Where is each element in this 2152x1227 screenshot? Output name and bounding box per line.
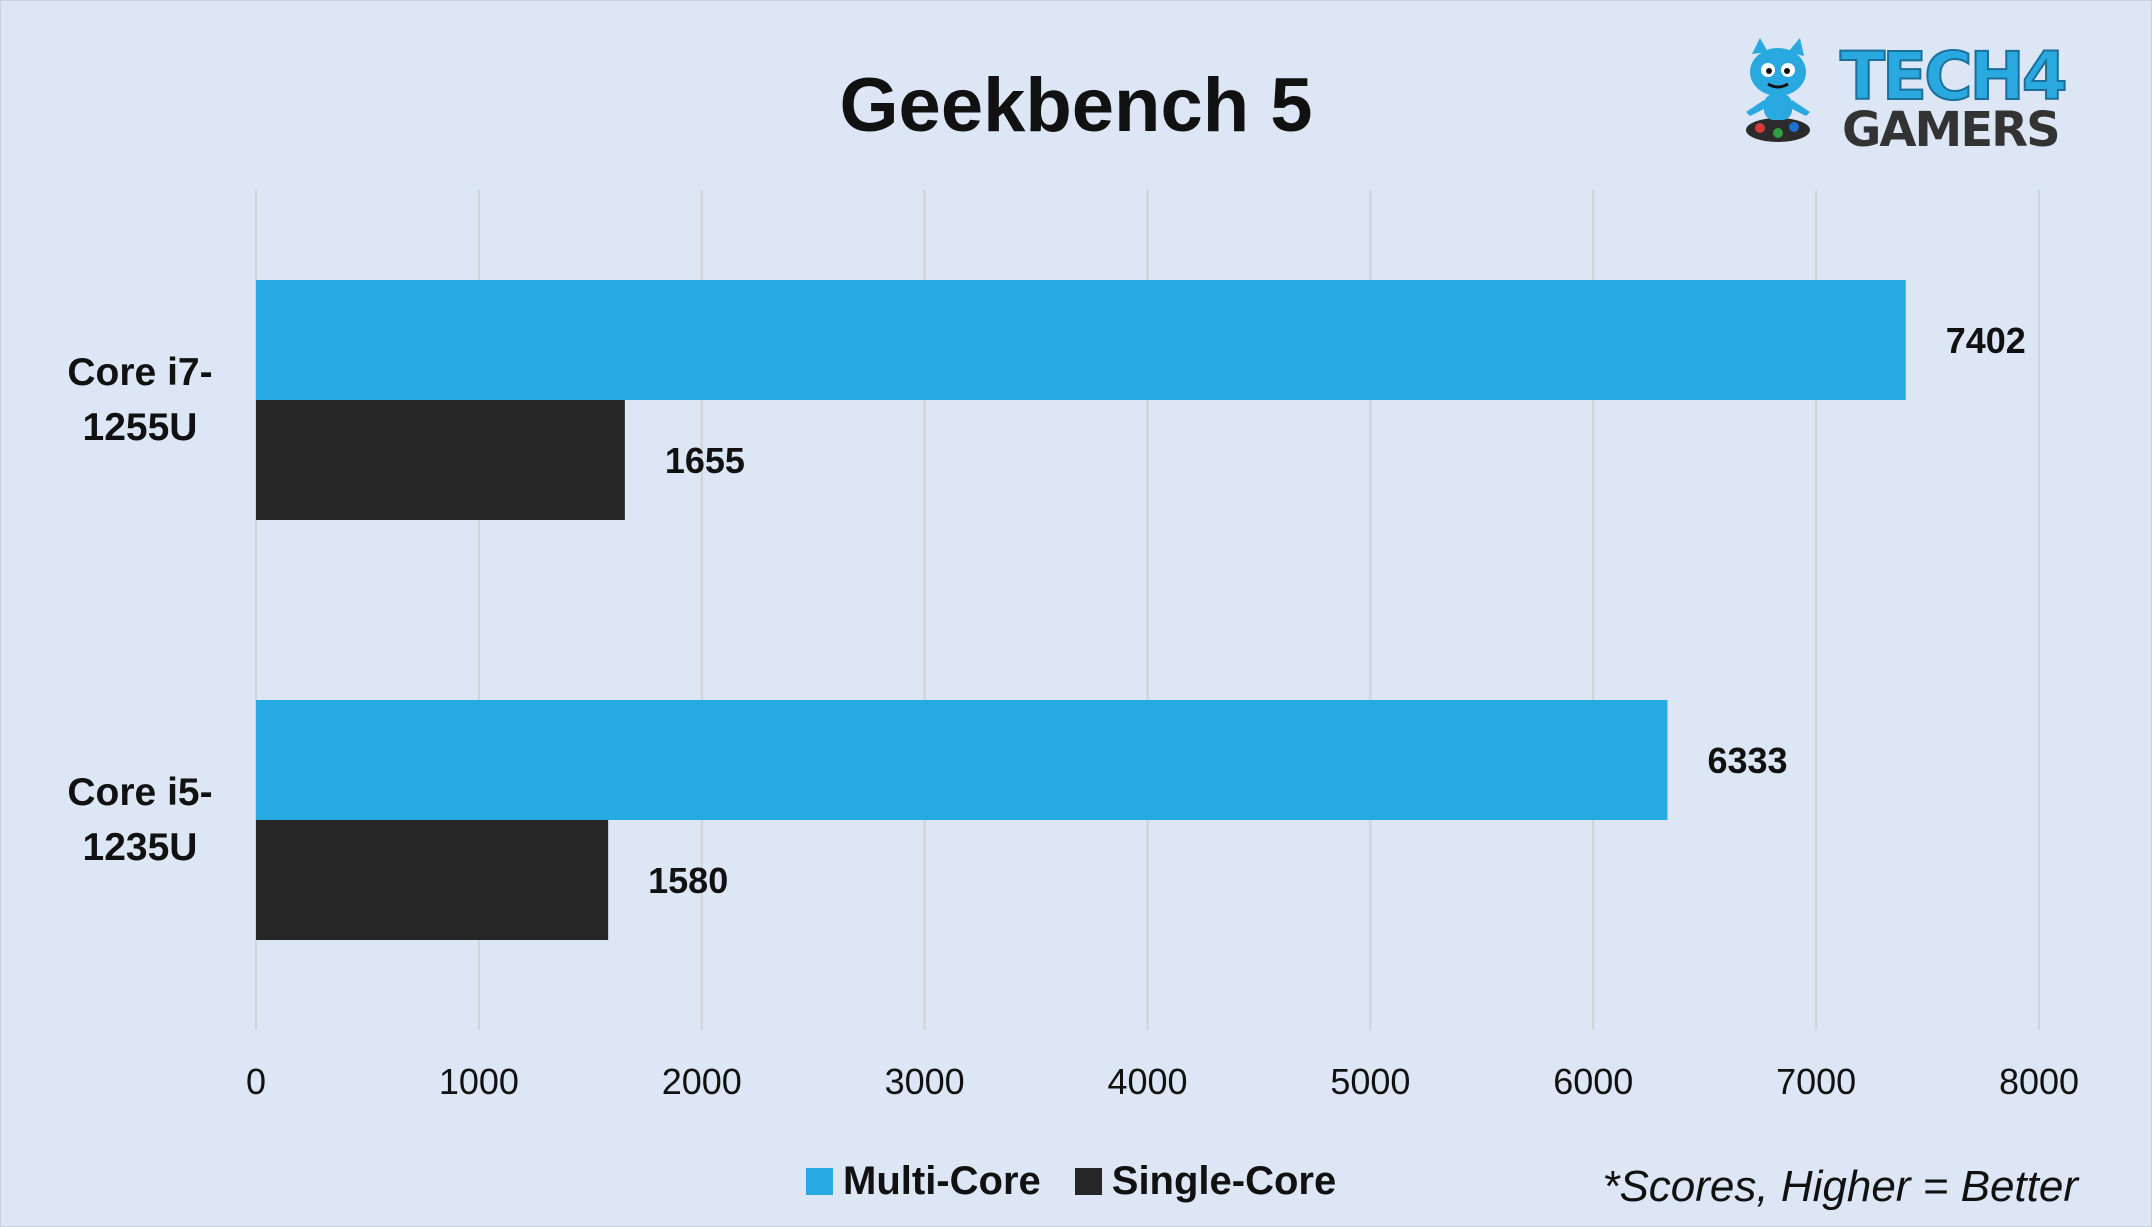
tech4gamers-logo: TECH4 GAMERS [1730,34,2100,154]
x-tick-label: 2000 [662,1061,742,1102]
mascot-icon [1746,38,1810,142]
data-label: 7402 [1946,320,2026,361]
x-tick-label: 0 [246,1061,266,1102]
bar-single-core-0 [256,400,625,520]
x-axis-ticks: 0 1000 2000 3000 4000 5000 6000 7000 8000 [246,1061,2079,1102]
data-label: 6333 [1707,740,1787,781]
legend: Multi-Core Single-Core [806,1158,1370,1204]
legend-swatch-multi-core [806,1167,833,1195]
logo-line1: TECH4 [1839,38,2069,115]
data-label: 1580 [648,860,728,901]
x-tick-label: 3000 [885,1061,965,1102]
category-label-1: Core i5- 1235U [67,771,213,869]
legend-label-multi-core: Multi-Core [843,1158,1041,1203]
logo-line2: GAMERS [1842,102,2061,158]
category-label-0: Core i7- 1255U [67,351,213,449]
legend-swatch-single-core [1074,1167,1102,1195]
x-tick-label: 8000 [1999,1061,2079,1102]
x-tick-label: 6000 [1553,1061,1633,1102]
x-tick-label: 4000 [1107,1061,1187,1102]
legend-item-multi-core: Multi-Core [806,1159,1041,1204]
x-tick-label: 7000 [1776,1061,1856,1102]
data-label: 1655 [665,440,745,481]
x-tick-label: 1000 [439,1061,519,1102]
legend-label-single-core: Single-Core [1111,1158,1337,1203]
legend-item-single-core: Single-Core [1074,1158,1337,1204]
bars [256,280,1906,940]
footnote: *Scores, Higher = Better [1602,1162,2078,1211]
bar-multi-core-1 [256,700,1668,820]
chart-title: Geekbench 5 [839,63,1313,148]
x-tick-label: 5000 [1330,1061,1410,1102]
data-labels: 7402 1655 6333 1580 [648,320,2026,901]
bar-single-core-1 [256,820,609,940]
bar-multi-core-0 [256,280,1906,400]
